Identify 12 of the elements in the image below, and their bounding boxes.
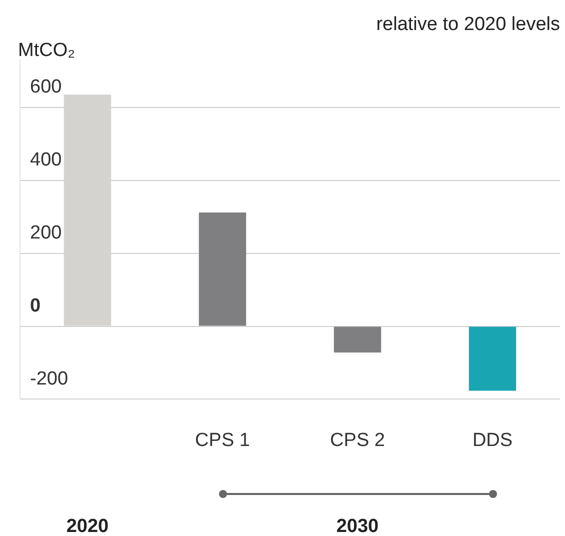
x-tick-label: CPS 2 [330,430,385,451]
y-axis-title: MtCO₂ [18,40,75,61]
x-tick-label: CPS 1 [195,430,250,451]
text: 2020 [66,516,109,536]
chart-subtitle: relative to 2020 levels [376,14,560,35]
y-tick-label: 0 [30,295,41,316]
text: 2030 [336,516,379,536]
y-tick-label: -200 [30,368,68,390]
y-tick-label: 600 [30,76,62,98]
y-tick-label: 400 [30,150,62,171]
y-tick-label: 200 [30,222,62,244]
x-tick-label: DDS [472,430,513,451]
